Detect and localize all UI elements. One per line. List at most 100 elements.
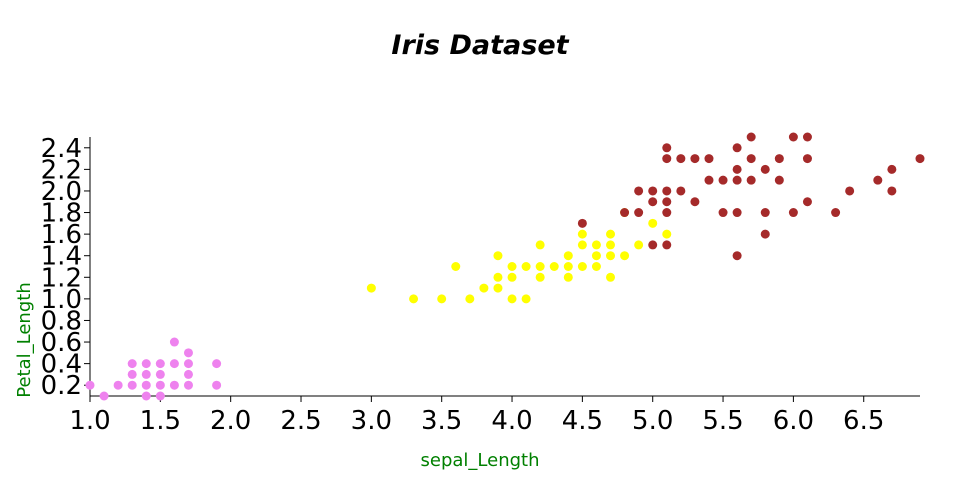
data-point [802,132,812,142]
data-point [141,369,151,379]
plot-area: 1.0 1.5 2.0 2.5 3.0 3.5 4.0 4.5 5.0 5.5 6.0 6.5 0.2… [41,132,925,436]
data-point [831,208,841,218]
data-point [563,262,573,271]
y-tick-label: 0.6 [41,328,82,358]
data-point [169,337,179,347]
data-point [746,175,756,185]
data-point [563,272,573,282]
data-point [591,240,601,250]
data-point [802,154,812,164]
data-point [788,132,798,142]
x-tick-label: 5.5 [702,406,743,436]
y-axis-label: Petal_Length [14,282,35,397]
data-point [591,251,601,261]
data-point [155,380,165,390]
data-point [155,369,165,379]
y-tick-label: 1.6 [41,220,82,250]
data-point [183,380,193,390]
data-point [718,175,728,185]
data-point [648,186,658,196]
x-tick-label: 2.0 [210,406,251,436]
y-tick-label: 1.8 [41,199,82,229]
data-point [662,240,672,250]
y-tick-label: 0.2 [41,371,82,401]
series-1 [366,208,672,304]
data-point [676,186,686,196]
data-point [606,229,616,239]
data-point [577,240,587,250]
data-point [141,380,151,390]
data-point [746,132,756,142]
data-point [845,186,855,196]
data-point [704,175,714,185]
data-point [169,359,179,369]
y-tick-label: 2.4 [41,134,82,164]
data-point [183,359,193,369]
y-tick-label: 1.2 [41,263,82,293]
data-point [507,262,517,271]
data-point [155,359,165,369]
data-point [85,380,95,390]
x-tick-label: 3.5 [421,406,462,436]
y-tick-label: 2.2 [41,155,82,185]
series-2 [577,132,925,261]
data-point [620,251,630,261]
data-point [676,154,686,164]
data-point [606,240,616,250]
x-tick-label: 6.0 [773,406,814,436]
data-point [479,283,489,293]
data-point [535,272,545,282]
data-point [521,262,531,271]
data-point [662,154,672,164]
data-point [662,186,672,196]
y-tick-label: 0.8 [41,306,82,336]
data-point [606,272,616,282]
data-point [648,218,658,228]
data-point [732,251,742,261]
data-point [535,240,545,250]
data-points [85,132,925,401]
data-point [620,208,630,218]
data-point [127,380,137,390]
data-point [662,143,672,153]
data-point [577,218,587,228]
data-point [732,143,742,153]
data-point [760,164,770,174]
y-tick-label: 1.0 [41,285,82,315]
x-axis-label: sepal_Length [421,450,540,471]
y-tick-label: 0.4 [41,350,82,380]
data-point [212,359,222,369]
y-tick-label: 1.4 [41,242,82,272]
data-point [746,154,756,164]
data-point [493,283,503,293]
data-point [662,208,672,218]
data-point [718,208,728,218]
data-point [704,154,714,164]
data-point [535,262,545,271]
x-tick-label: 3.0 [351,406,392,436]
data-point [577,229,587,239]
data-point [507,294,517,304]
data-point [732,164,742,174]
data-point [774,154,784,164]
data-point [127,369,137,379]
data-point [760,208,770,218]
data-point [634,186,644,196]
data-point [634,240,644,250]
data-point [915,154,925,164]
data-point [648,240,658,250]
data-point [591,262,601,271]
data-point [662,197,672,207]
data-point [141,359,151,369]
x-tick-label: 1.5 [140,406,181,436]
data-point [493,272,503,282]
data-point [690,197,700,207]
data-point [549,262,559,271]
data-point [887,186,897,196]
data-point [409,294,419,304]
chart-title: Iris Dataset [391,30,569,61]
x-tick-label: 4.5 [562,406,603,436]
series-0 [85,337,222,401]
data-point [732,208,742,218]
